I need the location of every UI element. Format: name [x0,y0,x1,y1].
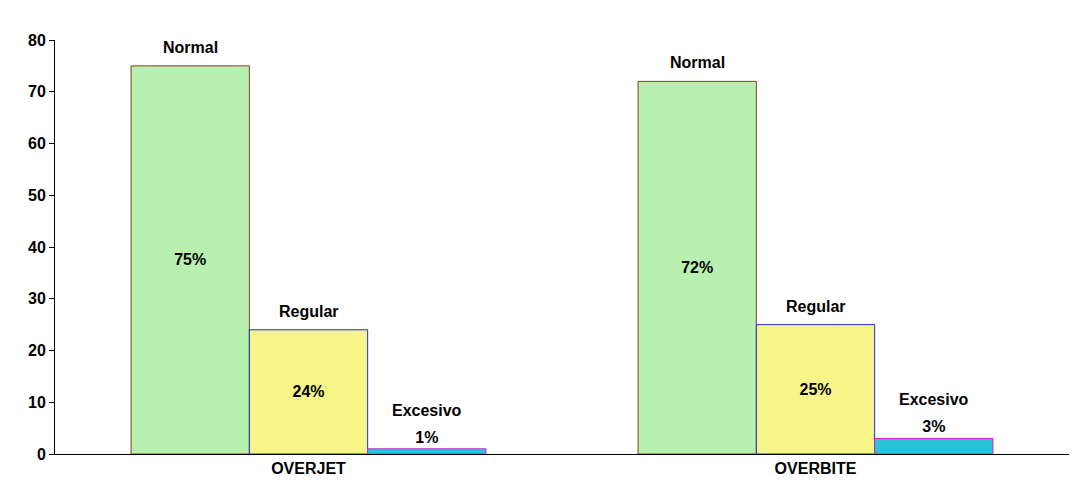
svg-text:60: 60 [28,135,46,152]
svg-text:75%: 75% [174,251,206,268]
svg-text:Excesivo: Excesivo [392,402,462,419]
svg-text:10: 10 [28,394,46,411]
svg-text:50: 50 [28,187,46,204]
svg-text:72%: 72% [681,259,713,276]
svg-text:OVERBITE: OVERBITE [775,460,857,477]
svg-text:25%: 25% [799,381,831,398]
svg-text:Normal: Normal [163,39,218,56]
svg-text:Regular: Regular [786,298,846,315]
svg-text:30: 30 [28,290,46,307]
svg-text:OVERJET: OVERJET [271,460,346,477]
svg-text:24%: 24% [292,383,324,400]
svg-text:0: 0 [37,446,46,463]
svg-text:Normal: Normal [670,54,725,71]
svg-text:Regular: Regular [279,303,339,320]
svg-text:1%: 1% [415,429,438,446]
svg-text:Excesivo: Excesivo [899,391,969,408]
svg-text:70: 70 [28,83,46,100]
svg-text:20: 20 [28,342,46,359]
svg-text:40: 40 [28,239,46,256]
svg-text:3%: 3% [922,418,945,435]
svg-text:80: 80 [28,32,46,49]
